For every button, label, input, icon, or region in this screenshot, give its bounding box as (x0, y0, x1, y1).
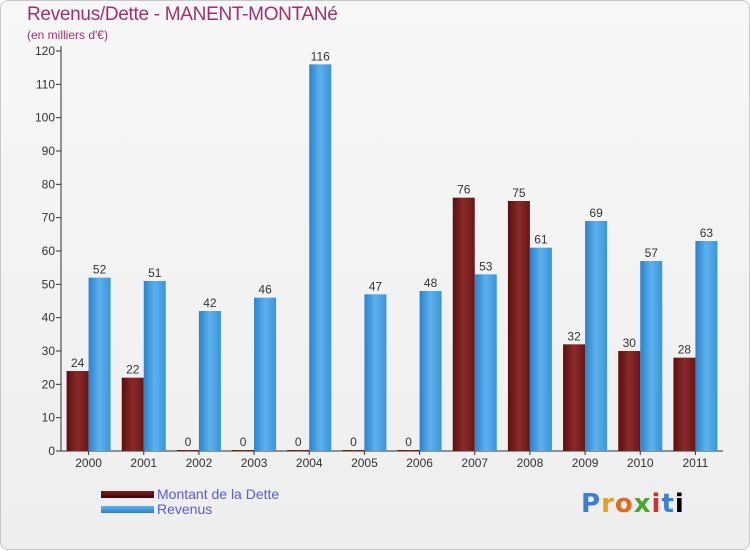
data-label-revenus-2009: 69 (589, 206, 603, 220)
legend: Montant de la Dette Revenus (101, 487, 279, 517)
y-tick-label: 30 (42, 344, 56, 358)
bar-dette-2007 (452, 197, 475, 451)
data-label-dette-2004: 0 (295, 435, 302, 449)
data-label-dette-2010: 30 (623, 336, 637, 350)
bar-dette-2000 (66, 371, 89, 451)
y-tick-label: 80 (42, 177, 56, 191)
bar-dette-2006 (397, 450, 420, 451)
data-label-revenus-2011: 63 (700, 226, 714, 240)
bar-revenus-2002 (198, 311, 221, 451)
legend-swatch-revenus (101, 506, 154, 513)
x-tick-label-2003: 2003 (241, 456, 268, 470)
legend-swatch-dette (101, 491, 154, 498)
y-tick-label: 0 (48, 444, 55, 458)
y-tick-label: 10 (42, 411, 56, 425)
bar-revenus-2008 (529, 247, 552, 451)
y-tick-label: 50 (42, 277, 56, 291)
x-tick-label-2009: 2009 (572, 456, 599, 470)
x-tick-label-2001: 2001 (130, 456, 157, 470)
x-tick-label-2000: 2000 (75, 456, 102, 470)
data-label-dette-2003: 0 (240, 435, 247, 449)
x-tick-label-2004: 2004 (296, 456, 323, 470)
bar-revenus-2009 (585, 221, 608, 451)
bar-dette-2009 (563, 344, 586, 451)
bar-dette-2004 (287, 450, 310, 451)
legend-item-revenus: Revenus (101, 502, 279, 517)
data-label-dette-2008: 75 (512, 186, 526, 200)
bar-dette-2002 (176, 450, 199, 451)
y-tick-label: 90 (42, 144, 56, 158)
x-tick-label-2008: 2008 (517, 456, 544, 470)
y-tick-label: 120 (35, 44, 55, 58)
data-label-dette-2009: 32 (567, 329, 581, 343)
bar-revenus-2004 (309, 64, 332, 452)
chart-title: Revenus/Dette - MANENT-MONTANé (27, 4, 338, 25)
bar-revenus-2003 (254, 297, 277, 451)
data-label-dette-2001: 22 (126, 363, 140, 377)
legend-item-dette: Montant de la Dette (101, 487, 279, 502)
bar-dette-2008 (507, 201, 530, 451)
legend-label-dette: Montant de la Dette (157, 486, 280, 502)
data-label-revenus-2000: 52 (93, 263, 107, 277)
bar-dette-2003 (232, 450, 255, 451)
chart-subtitle: (en milliers d'€) (27, 28, 108, 42)
y-tick-label: 40 (42, 311, 56, 325)
data-label-dette-2006: 0 (405, 435, 412, 449)
data-label-revenus-2008: 61 (534, 233, 548, 247)
y-tick-label: 100 (35, 111, 55, 125)
x-tick-label-2010: 2010 (627, 456, 654, 470)
bar-revenus-2001 (143, 281, 166, 451)
data-label-revenus-2004: 116 (311, 49, 330, 63)
x-tick-label-2007: 2007 (461, 456, 488, 470)
bar-dette-2010 (618, 351, 641, 451)
bar-revenus-2005 (364, 294, 387, 451)
y-tick-label: 110 (36, 77, 55, 91)
x-tick-label-2005: 2005 (351, 456, 378, 470)
proxiti-logo: Proxiti (581, 489, 685, 519)
x-tick-label-2006: 2006 (406, 456, 433, 470)
data-label-dette-2002: 0 (185, 435, 192, 449)
y-tick-label: 60 (42, 244, 56, 258)
data-label-dette-2007: 76 (457, 183, 471, 197)
data-label-dette-2000: 24 (71, 356, 85, 370)
data-label-dette-2011: 28 (678, 343, 692, 357)
data-label-revenus-2002: 42 (203, 296, 217, 310)
data-label-revenus-2010: 57 (645, 246, 659, 260)
bar-revenus-2007 (474, 274, 497, 451)
legend-label-revenus: Revenus (157, 501, 213, 517)
bar-dette-2001 (121, 377, 144, 451)
x-tick-label-2011: 2011 (683, 456, 709, 470)
data-label-revenus-2005: 47 (369, 279, 383, 293)
data-label-revenus-2001: 51 (148, 266, 162, 280)
x-tick-label-2002: 2002 (186, 456, 213, 470)
data-label-revenus-2006: 48 (424, 276, 438, 290)
y-tick-label: 20 (42, 377, 56, 391)
data-label-revenus-2003: 46 (258, 283, 272, 297)
bar-revenus-2006 (419, 291, 442, 451)
bar-dette-2011 (673, 357, 696, 451)
bar-revenus-2010 (640, 261, 663, 451)
bar-dette-2005 (342, 450, 365, 451)
bar-revenus-2000 (88, 277, 111, 451)
y-tick-label: 70 (42, 211, 56, 225)
data-label-dette-2005: 0 (350, 435, 357, 449)
bar-revenus-2011 (695, 241, 718, 451)
data-label-revenus-2007: 53 (479, 259, 493, 273)
